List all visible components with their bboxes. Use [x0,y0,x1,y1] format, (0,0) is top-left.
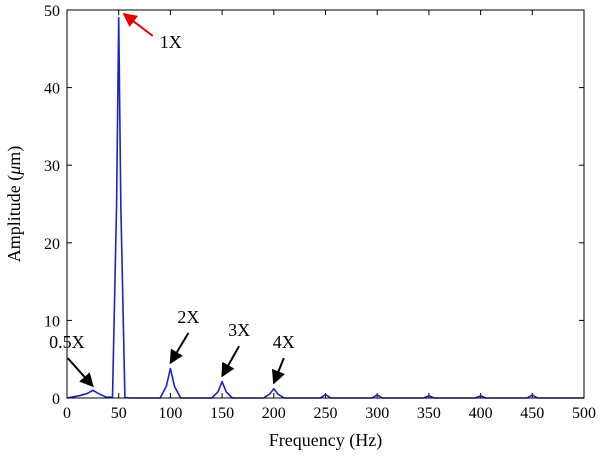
amplitude-series-line [66,16,584,399]
y-tick-label: 0 [52,391,60,408]
y-tick-label: 50 [44,3,60,20]
annotation-arrow [221,345,240,378]
x-tick-label: 350 [417,405,441,422]
x-tick-label: 150 [210,405,234,422]
y-tick-label: 30 [44,158,60,175]
x-axis-label: Frequency (Hz) [269,430,382,451]
x-tick-label: 400 [469,405,493,422]
x-tick-label: 300 [365,405,389,422]
plot-frame [66,9,585,399]
y-tick-label: 10 [44,313,60,330]
annotation-label: 2X [177,307,199,327]
y-tick-label: 40 [44,81,60,98]
x-tick-label: 50 [111,405,127,422]
y-axis-label: Amplitude (μm) [4,146,25,263]
annotation-label: 4X [273,332,295,352]
axis-ticks [66,9,585,399]
y-tick-label: 20 [44,236,60,253]
annotation-arrow [122,13,154,37]
x-tick-label: 500 [572,405,596,422]
annotation-label: 3X [228,320,250,340]
x-tick-label: 450 [520,405,544,422]
annotation-label: 1X [160,32,182,52]
annotation-arrow [271,357,285,385]
harmonic-annotations: 1X 0.5X 2X 3X 4X [49,13,295,388]
x-tick-label: 200 [262,405,286,422]
tick-labels: 0 50 100 150 200 250 300 350 400 450 500 0 10 20 30 40 5… [44,3,596,422]
x-tick-label: 250 [314,405,338,422]
annotation-arrow [67,357,94,388]
x-tick-label: 0 [63,405,71,422]
x-tick-label: 100 [158,405,182,422]
annotation-label: 0.5X [49,332,85,352]
annotation-arrow [169,332,190,365]
